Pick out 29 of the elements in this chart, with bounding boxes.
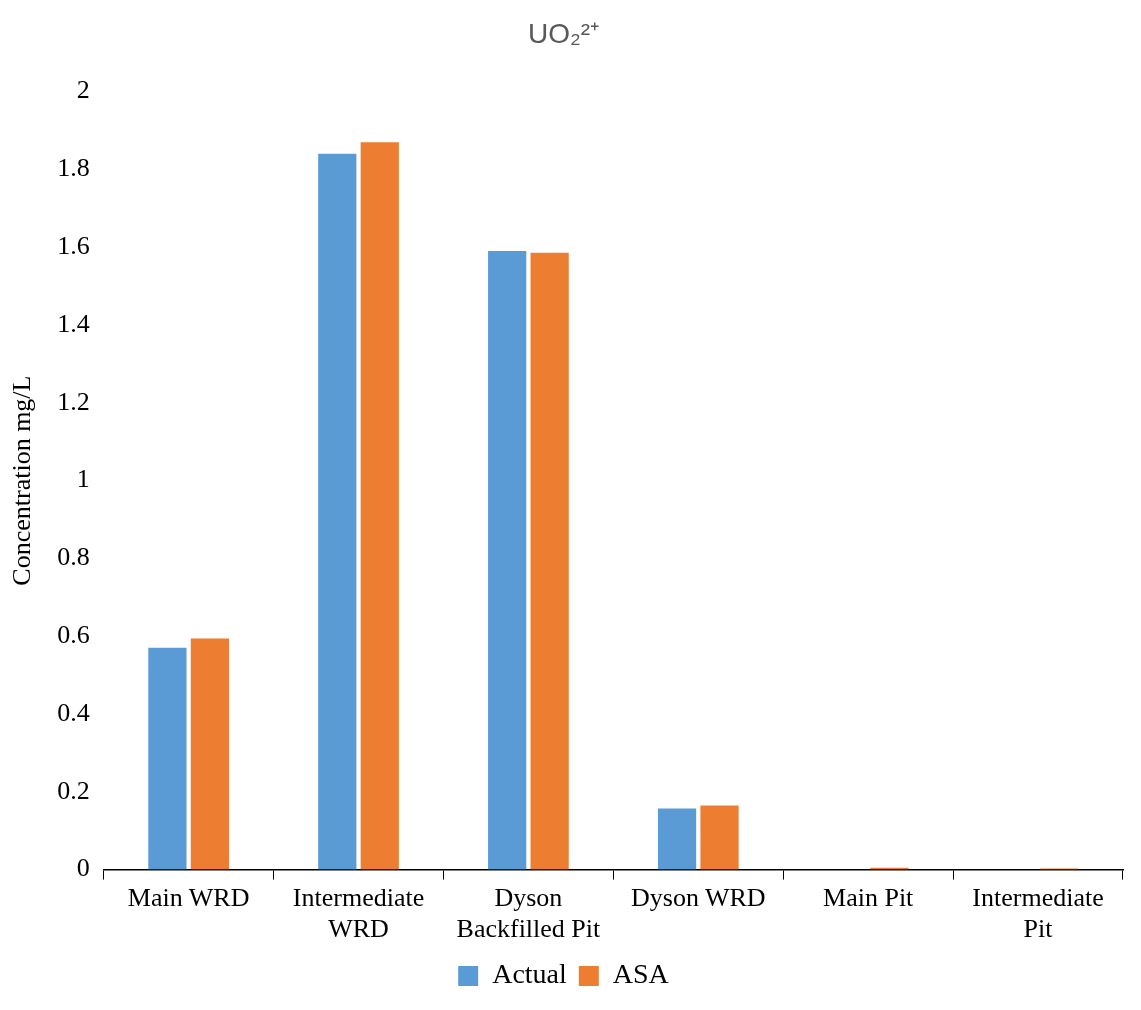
bar [530,252,569,870]
x-tick-label: Dyson WRD [630,883,766,913]
y-tick-label: 1.2 [57,386,90,416]
y-tick-label: 1.8 [57,153,90,183]
y-tick-label: 1.6 [57,231,90,261]
bar [360,142,399,870]
bar [190,638,229,870]
legend-label: ASA [612,958,670,990]
y-tick-label: 1 [76,464,90,494]
x-tick-label: Dyson Backfilled Pit [456,883,602,944]
y-tick-label: 0.6 [57,620,90,650]
y-tick-label: 0 [76,853,90,883]
y-tick-label: 0.2 [57,775,90,805]
bar [657,808,697,870]
bar [318,153,357,870]
chart-title: UO₂²⁺ [527,17,600,49]
bar [148,647,187,870]
y-tick-label: 2 [76,75,90,105]
x-tick-label: Intermediate Pit [972,883,1104,944]
x-tick-label: Main Pit [823,883,915,913]
x-tick-label: Intermediate WRD [292,883,425,944]
x-tick-label: Main WRD [127,883,250,913]
y-axis-title: Concentration mg/L [7,375,37,586]
legend-label: Actual [492,958,568,990]
y-tick-label: 0.4 [57,697,90,727]
bar [700,805,739,870]
y-tick-label: 1.4 [57,308,90,338]
y-tick-label: 0.8 [57,542,90,572]
bar [488,251,527,870]
